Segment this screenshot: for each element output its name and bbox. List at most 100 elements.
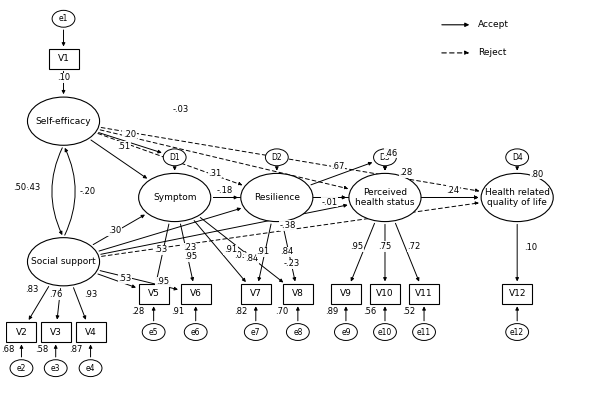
- Text: .93: .93: [84, 290, 97, 299]
- Text: .53: .53: [154, 245, 167, 254]
- Text: .68: .68: [1, 345, 15, 354]
- Text: e7: e7: [251, 328, 261, 337]
- Text: V4: V4: [85, 328, 97, 337]
- Text: Self-efficacy: Self-efficacy: [36, 117, 91, 126]
- FancyBboxPatch shape: [331, 284, 361, 303]
- Text: .23: .23: [183, 243, 196, 252]
- Ellipse shape: [139, 173, 211, 222]
- Ellipse shape: [44, 360, 67, 376]
- Text: .84: .84: [280, 247, 294, 256]
- Text: V2: V2: [16, 328, 27, 337]
- Text: Social support: Social support: [31, 257, 96, 266]
- Ellipse shape: [334, 324, 358, 341]
- Text: e11: e11: [417, 328, 431, 337]
- Ellipse shape: [506, 324, 528, 341]
- Ellipse shape: [241, 173, 313, 222]
- Text: V7: V7: [250, 289, 261, 298]
- FancyBboxPatch shape: [181, 284, 211, 303]
- Text: e8: e8: [293, 328, 303, 337]
- FancyBboxPatch shape: [139, 284, 168, 303]
- Text: .89: .89: [325, 307, 339, 316]
- Text: V5: V5: [148, 289, 159, 298]
- Text: .20: .20: [123, 129, 136, 139]
- FancyBboxPatch shape: [7, 322, 36, 342]
- Text: .53: .53: [118, 274, 131, 283]
- Text: .31: .31: [209, 169, 221, 178]
- Text: .10: .10: [57, 73, 70, 82]
- Text: -.43: -.43: [24, 183, 40, 192]
- FancyBboxPatch shape: [370, 284, 400, 303]
- Text: e4: e4: [86, 364, 95, 373]
- FancyBboxPatch shape: [283, 284, 313, 303]
- Ellipse shape: [349, 173, 421, 222]
- Text: .46: .46: [384, 149, 398, 158]
- Ellipse shape: [286, 324, 309, 341]
- Text: .82: .82: [234, 307, 247, 316]
- Text: .83: .83: [26, 285, 39, 294]
- Text: Resilience: Resilience: [254, 193, 300, 202]
- Text: .28: .28: [131, 307, 144, 316]
- Text: .28: .28: [399, 168, 413, 177]
- Text: Symptom: Symptom: [153, 193, 196, 202]
- Text: .95: .95: [184, 252, 198, 262]
- Text: .67: .67: [331, 162, 345, 171]
- Text: e3: e3: [51, 364, 60, 373]
- Text: V3: V3: [50, 328, 61, 337]
- Ellipse shape: [79, 360, 102, 376]
- Text: .56: .56: [364, 307, 376, 316]
- Text: .50: .50: [13, 183, 26, 192]
- Text: V8: V8: [292, 289, 304, 298]
- Ellipse shape: [481, 173, 553, 222]
- Text: .91: .91: [171, 307, 184, 316]
- Text: Reject: Reject: [478, 48, 506, 57]
- Text: -.38: -.38: [280, 221, 296, 230]
- Text: .87: .87: [69, 345, 82, 354]
- Text: -.20: -.20: [80, 187, 95, 196]
- Ellipse shape: [413, 324, 435, 341]
- Text: e5: e5: [149, 328, 159, 337]
- Text: e10: e10: [378, 328, 392, 337]
- Ellipse shape: [164, 149, 186, 166]
- Text: -.03: -.03: [173, 105, 189, 114]
- FancyBboxPatch shape: [502, 284, 532, 303]
- Text: -.18: -.18: [216, 186, 233, 195]
- Text: e1: e1: [59, 14, 68, 23]
- Text: .95: .95: [156, 277, 169, 286]
- Text: D3: D3: [379, 153, 390, 162]
- Text: .52: .52: [402, 307, 416, 316]
- Ellipse shape: [266, 149, 288, 166]
- Text: -.23: -.23: [284, 259, 300, 268]
- Text: V12: V12: [508, 289, 526, 298]
- Text: Perceived
health status: Perceived health status: [355, 188, 415, 207]
- Text: .91: .91: [257, 247, 269, 256]
- Text: .30: .30: [108, 226, 121, 235]
- Ellipse shape: [373, 149, 396, 166]
- FancyBboxPatch shape: [409, 284, 439, 303]
- Text: Accept: Accept: [478, 20, 509, 29]
- Text: Health related
quality of life: Health related quality of life: [485, 188, 550, 207]
- Text: D1: D1: [170, 153, 180, 162]
- Text: .95: .95: [350, 242, 364, 251]
- Text: .24: .24: [446, 186, 460, 195]
- Text: e2: e2: [17, 364, 26, 373]
- Text: .51: .51: [117, 141, 130, 151]
- Text: e12: e12: [510, 328, 524, 337]
- Text: .84: .84: [245, 254, 258, 263]
- Ellipse shape: [142, 324, 165, 341]
- Text: -.01: -.01: [322, 198, 338, 207]
- Text: .76: .76: [49, 290, 63, 299]
- Ellipse shape: [184, 324, 207, 341]
- Text: .80: .80: [530, 170, 544, 179]
- FancyBboxPatch shape: [241, 284, 271, 303]
- Ellipse shape: [27, 97, 100, 145]
- Text: e6: e6: [191, 328, 201, 337]
- Text: D4: D4: [512, 153, 522, 162]
- Text: V11: V11: [415, 289, 433, 298]
- Text: .75: .75: [378, 242, 392, 251]
- Ellipse shape: [244, 324, 267, 341]
- Text: .10: .10: [524, 243, 537, 252]
- Text: .72: .72: [407, 242, 421, 251]
- Ellipse shape: [373, 324, 396, 341]
- Text: .70: .70: [275, 307, 288, 316]
- Text: V9: V9: [340, 289, 352, 298]
